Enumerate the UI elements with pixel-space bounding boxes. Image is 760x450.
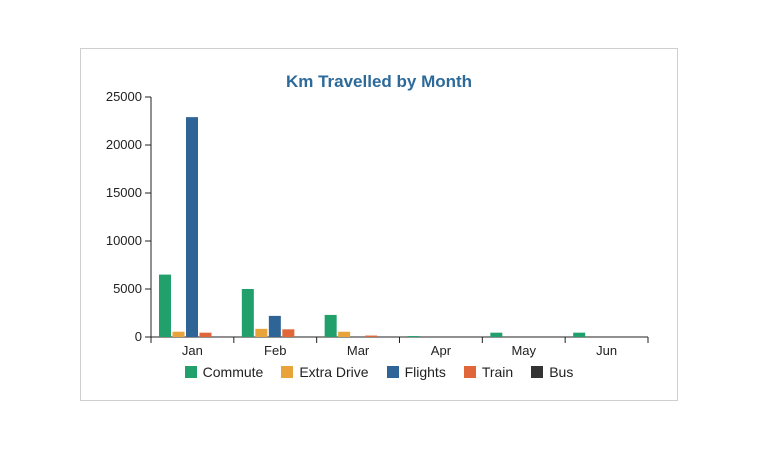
legend: Commute Extra Drive Flights Train Bus: [81, 364, 677, 380]
bar-flights: [186, 117, 198, 337]
legend-swatch: [281, 366, 294, 378]
legend-item: Extra Drive: [281, 364, 369, 380]
y-tick-label: 0: [135, 329, 142, 344]
bar-commute: [490, 332, 503, 337]
y-tick-label: 25000: [106, 89, 142, 104]
x-tick-label: May: [511, 343, 536, 358]
bar-extra-drive: [338, 331, 351, 337]
legend-label: Bus: [549, 364, 574, 380]
y-tick-label: 10000: [106, 233, 142, 248]
bar-commute: [407, 336, 420, 338]
x-tick-label: Mar: [347, 343, 370, 358]
bar-commute: [159, 274, 171, 337]
x-tick-label: Apr: [431, 343, 452, 358]
chart-card: Km Travelled by Month 0 5000 10000 15000 200…: [80, 48, 678, 401]
bar-train: [365, 335, 378, 337]
bar-train: [199, 332, 212, 337]
legend-label: Flights: [404, 364, 446, 380]
legend-label: Train: [481, 364, 514, 380]
legend-swatch: [386, 366, 399, 378]
legend-swatch: [463, 366, 476, 378]
bar-commute: [241, 289, 254, 337]
bar-train: [282, 329, 295, 337]
x-tick-label: Feb: [264, 343, 286, 358]
y-tick-label: 5000: [113, 281, 142, 296]
plot-area: 0 5000 10000 15000 20000 25000 Jan Feb Mar Apr May…: [106, 89, 649, 358]
legend-swatch: [531, 366, 544, 378]
legend-label: Extra Drive: [299, 364, 369, 380]
legend-label: Commute: [202, 364, 264, 380]
x-tick-label: Jan: [182, 343, 203, 358]
chart-title: Km Travelled by Month: [285, 72, 473, 91]
legend-item: Bus: [531, 364, 573, 380]
x-tick-label: Jun: [596, 343, 617, 358]
bar-commute: [324, 314, 337, 337]
legend-item: Train: [463, 364, 514, 380]
y-tick-label: 15000: [106, 185, 142, 200]
bar-extra-drive: [172, 331, 185, 337]
bar-flights: [268, 315, 281, 337]
legend-swatch: [184, 366, 197, 378]
bar-extra-drive: [255, 328, 268, 337]
legend-item: Flights: [386, 364, 446, 380]
y-tick-label: 20000: [106, 137, 142, 152]
bar-commute: [573, 332, 586, 337]
legend-item: Commute: [184, 364, 264, 380]
